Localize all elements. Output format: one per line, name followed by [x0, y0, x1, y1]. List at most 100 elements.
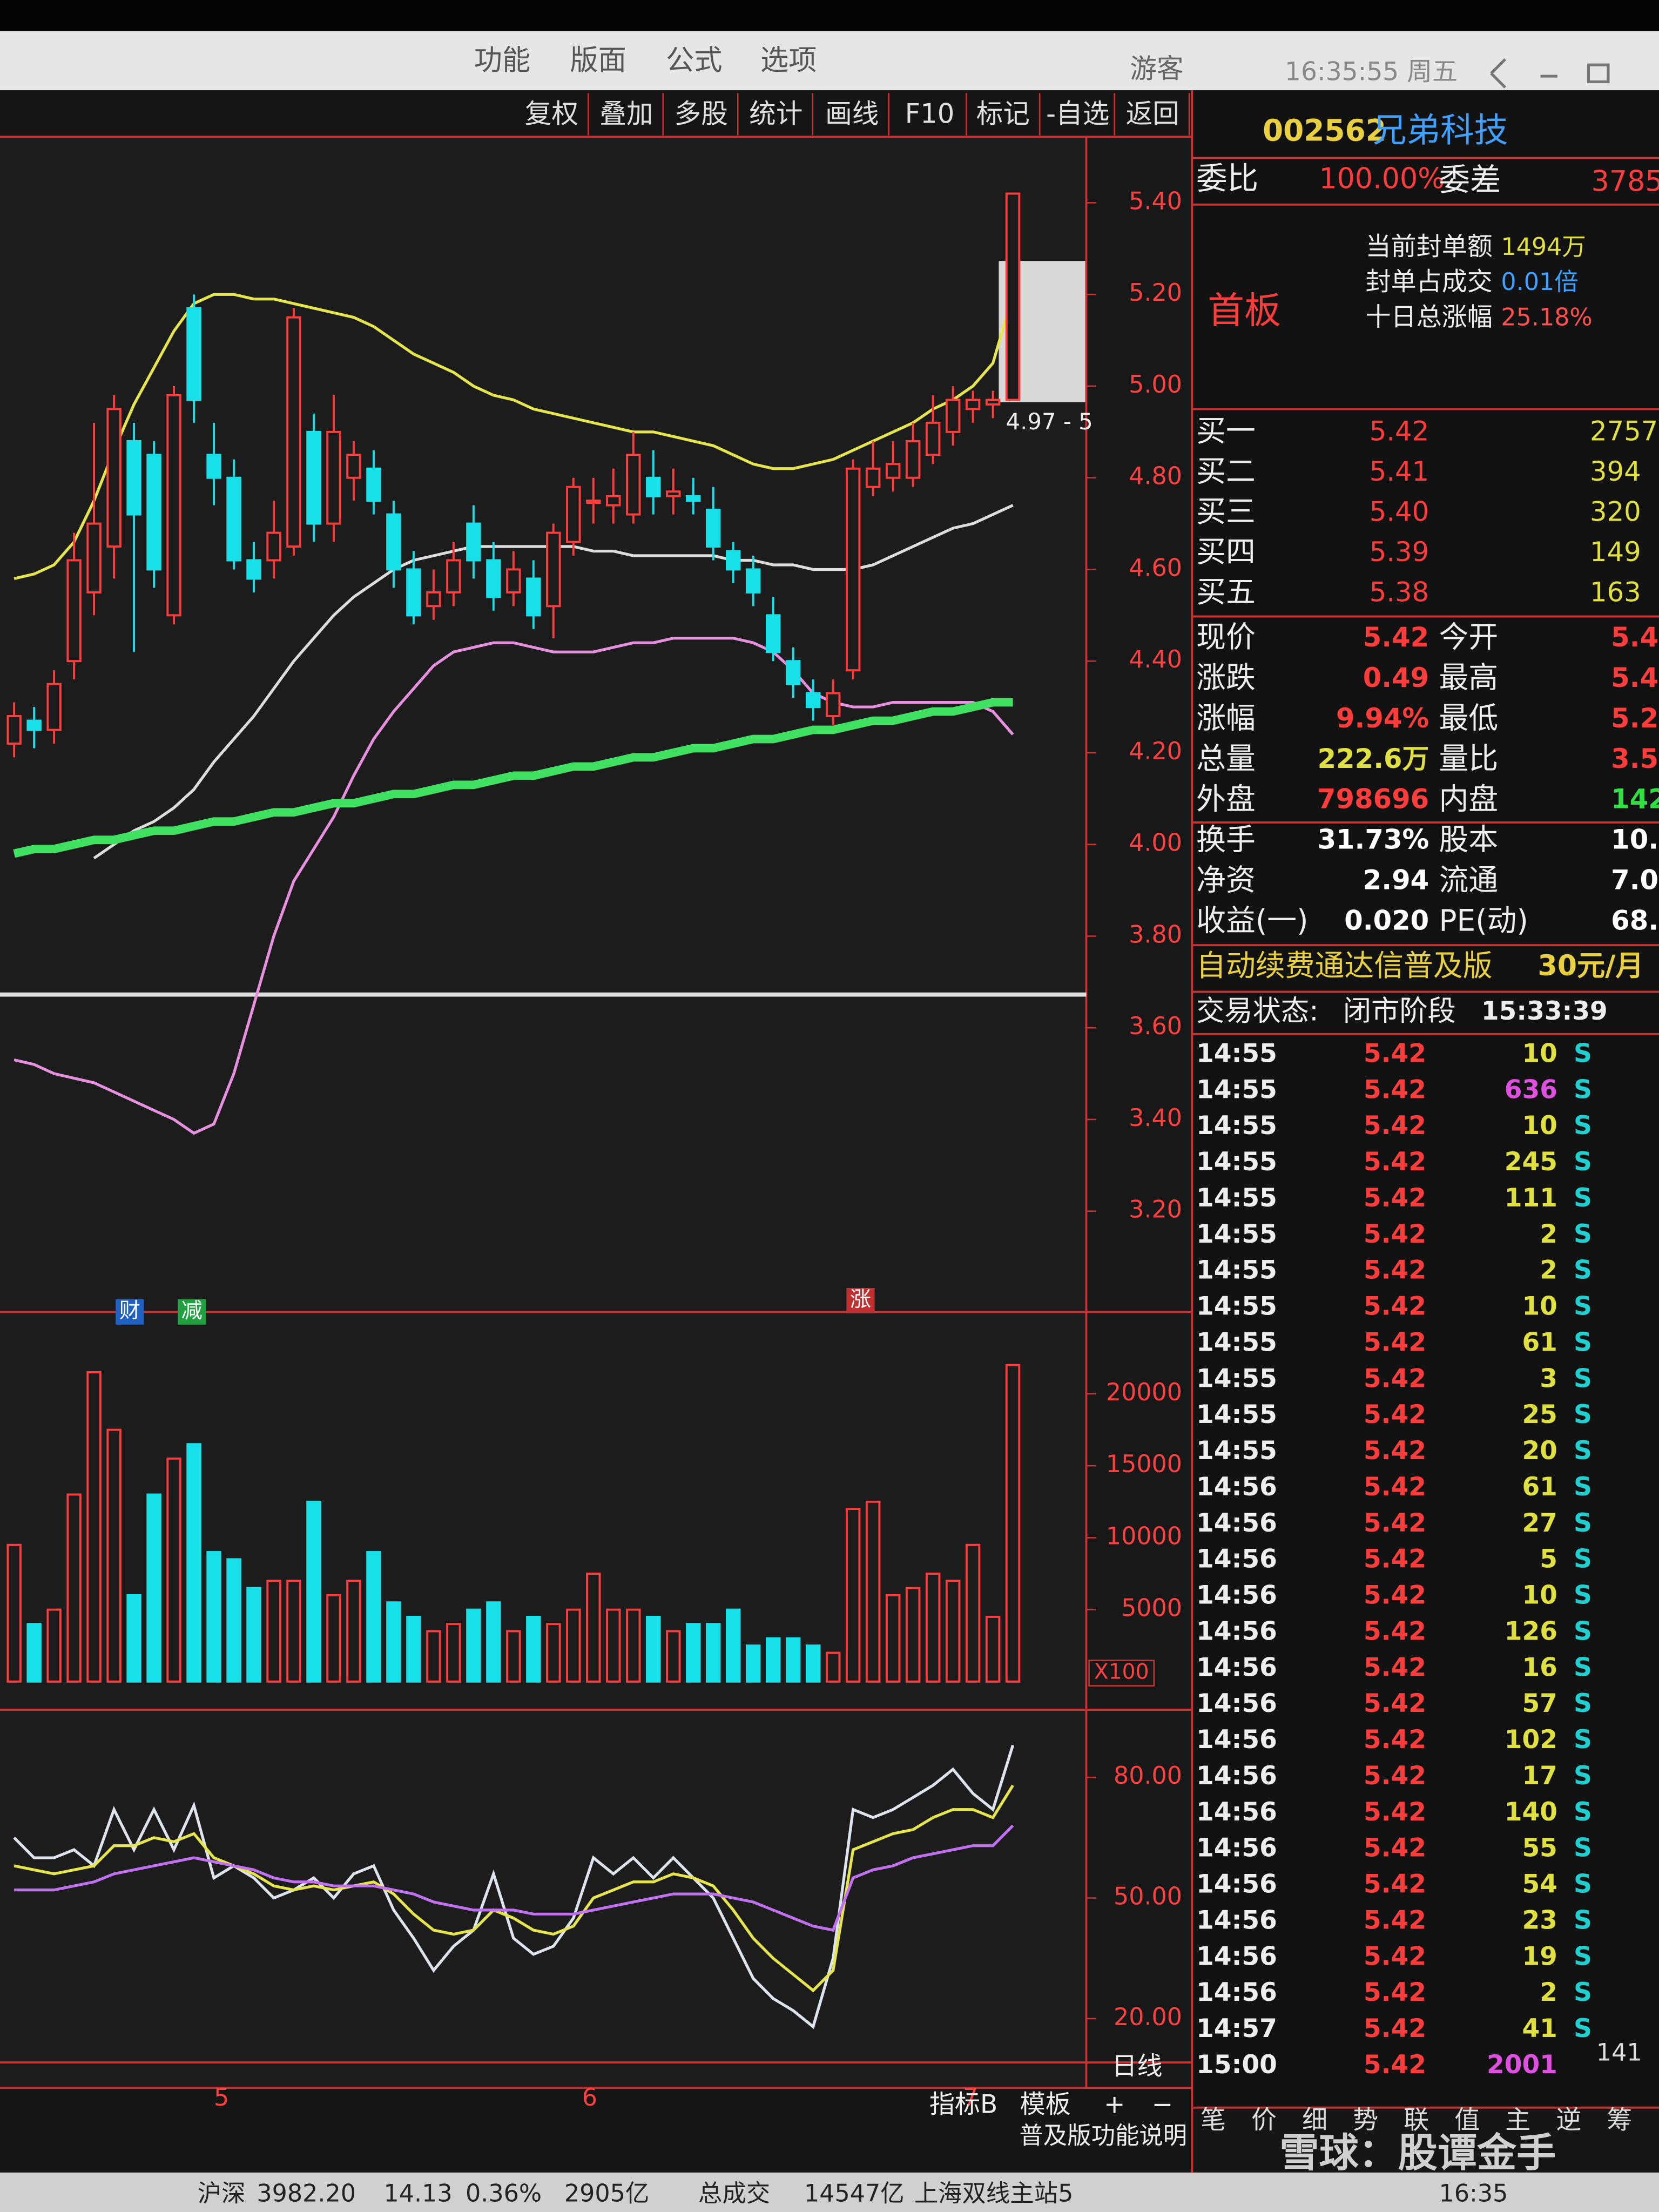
- tick-side: S: [1574, 1581, 1592, 1610]
- tick-volume: 57: [1522, 1689, 1557, 1718]
- candle-body: [526, 577, 541, 617]
- toolbar-button: F10: [905, 98, 955, 130]
- bid-volume: 163: [1590, 576, 1641, 608]
- tick-volume: 61: [1522, 1327, 1557, 1357]
- tick-volume: 126: [1505, 1616, 1557, 1646]
- tick-side: S: [1574, 1400, 1592, 1429]
- ad-text: 自动续费通达信普及版: [1196, 948, 1492, 983]
- indicator-line: [14, 637, 1014, 1135]
- candle-body: [945, 399, 961, 433]
- window-controls: [1490, 58, 1610, 89]
- tick-volume: 55: [1522, 1833, 1557, 1863]
- tick-price: 5.42: [1364, 1653, 1426, 1682]
- volume-bar: [246, 1587, 261, 1683]
- bid-label: 买一: [1196, 414, 1256, 448]
- side-tab: 势: [1353, 2105, 1378, 2135]
- candle-body: [726, 550, 741, 571]
- volume-bar: [865, 1500, 881, 1683]
- tick-time: 14:56: [1196, 1905, 1277, 1935]
- icon: [1490, 58, 1507, 75]
- candle-body: [406, 568, 421, 617]
- tick-volume: 25: [1522, 1400, 1557, 1429]
- quote-value: 68.9: [1611, 905, 1659, 936]
- tick-price: 5.42: [1364, 2050, 1426, 2080]
- board-tag: 首板: [1208, 289, 1281, 332]
- y-tick-label: 5000: [1121, 1595, 1182, 1622]
- volume-bar: [506, 1630, 521, 1683]
- candle-body: [266, 531, 281, 562]
- candle-body: [206, 454, 221, 479]
- tick-price: 5.42: [1364, 1183, 1426, 1213]
- candle-body: [845, 467, 861, 672]
- side-tab: 笔: [1201, 2105, 1226, 2135]
- label: 委比: [1196, 160, 1258, 197]
- tab: 模板: [1020, 2090, 1071, 2120]
- tick-side: S: [1574, 1147, 1592, 1177]
- tick-price: 5.42: [1364, 1978, 1426, 2007]
- quote-panel: [1192, 90, 1659, 2108]
- volume-bar: [366, 1551, 381, 1683]
- toolbar-button: 统计: [749, 98, 802, 130]
- candle-body: [586, 500, 601, 504]
- candle-body: [666, 490, 681, 497]
- volume-bar: [106, 1428, 122, 1683]
- tick-price: 5.42: [1364, 1400, 1426, 1429]
- icon: [1587, 63, 1610, 84]
- volume-bar: [666, 1630, 681, 1683]
- toolbar-button: 返回: [1126, 98, 1179, 130]
- y-tick-label: 10000: [1106, 1522, 1182, 1550]
- indicator-line: [14, 293, 1015, 580]
- icon: [1490, 72, 1507, 89]
- tick-time: 14:55: [1196, 1436, 1277, 1466]
- menu-item: 选项: [760, 44, 817, 77]
- volume-bar: [446, 1623, 461, 1683]
- volume-bar: [166, 1457, 181, 1683]
- y-tick-label: 50.00: [1114, 1883, 1182, 1911]
- stock-name: 兄弟科技: [1373, 111, 1508, 150]
- volume-bar: [526, 1615, 541, 1683]
- candle-body: [366, 467, 381, 502]
- tick-side: S: [1574, 1256, 1592, 1285]
- tick-price: 5.42: [1364, 1797, 1426, 1827]
- tick-time: 14:55: [1196, 1147, 1277, 1177]
- quote-label: 换手: [1196, 822, 1256, 857]
- tab: 指标B: [929, 2090, 997, 2120]
- clock: 16:35:55 周五: [1285, 57, 1458, 86]
- tick-time: 15:00: [1196, 2050, 1277, 2080]
- quote-value: 10.6亿: [1611, 824, 1659, 855]
- bid-volume: 2757: [1590, 415, 1658, 447]
- candle-body: [925, 421, 941, 456]
- volume-bar: [466, 1608, 481, 1683]
- tick-volume: 54: [1522, 1870, 1557, 1899]
- side-tab: 值: [1454, 2105, 1480, 2135]
- candle-body: [326, 430, 341, 525]
- volume-bar: [606, 1608, 621, 1683]
- tick-price: 5.42: [1364, 1219, 1426, 1249]
- tick-price: 5.42: [1364, 1581, 1426, 1610]
- label: 十日总涨幅: [1366, 302, 1493, 332]
- candle-body: [825, 692, 841, 718]
- candle-body: [506, 568, 521, 594]
- volume-unit: X100: [1094, 1660, 1149, 1684]
- candle-body: [965, 399, 981, 410]
- volume-bar: [326, 1594, 341, 1683]
- volume-bar: [126, 1594, 141, 1683]
- volume-bar: [626, 1608, 641, 1683]
- candle-body: [486, 559, 501, 598]
- bid-label: 买二: [1196, 454, 1256, 489]
- volume-bar: [905, 1587, 921, 1683]
- volume-bar: [86, 1371, 102, 1683]
- date-label: 5: [214, 2084, 229, 2112]
- volume-bar: [825, 1651, 841, 1683]
- quote-label: 内盘: [1439, 781, 1498, 816]
- marker-box: [116, 1299, 144, 1325]
- tick-volume: 636: [1505, 1075, 1557, 1104]
- tick-count: 141: [1596, 2039, 1642, 2066]
- tick-time: 14:55: [1196, 1364, 1277, 1393]
- quote-label: 股本: [1439, 822, 1498, 857]
- quote-label: 现价: [1196, 619, 1256, 654]
- tab: +: [1104, 2090, 1125, 2120]
- tick-time: 14:57: [1196, 2014, 1277, 2044]
- tick-price: 5.42: [1364, 2014, 1426, 2044]
